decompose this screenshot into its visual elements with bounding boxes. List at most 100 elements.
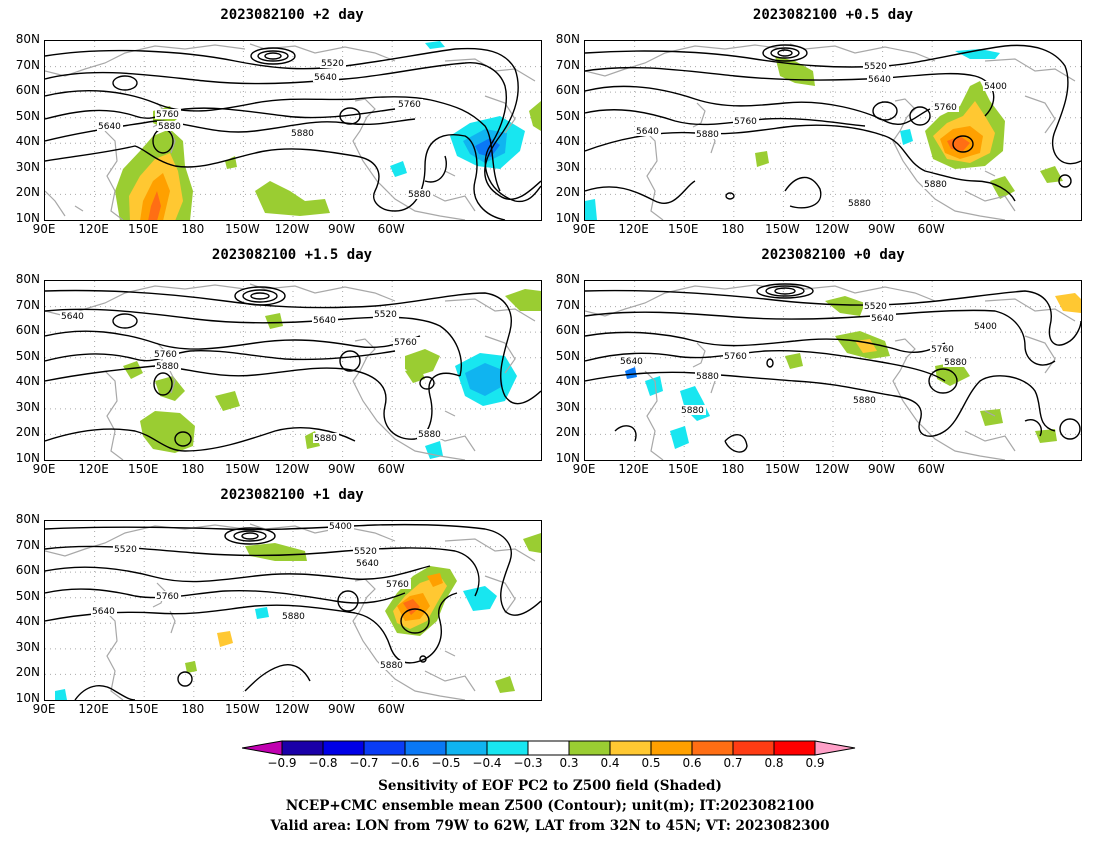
lat-tick-label: 30N: [15, 399, 40, 414]
svg-text:5760: 5760: [156, 592, 179, 602]
lat-tick-label: 30N: [555, 159, 580, 174]
map-plot: 5520 5640 5400 5640 5760 5760 5880 5880 …: [584, 280, 1082, 461]
map-svg: 5520 5640 5400 5640 5760 5760 5880 5880 …: [585, 281, 1081, 460]
svg-text:5880: 5880: [924, 180, 947, 190]
lat-tick-label: 10N: [555, 211, 580, 225]
contour-labels: 5520 5640 5400 5760 5640 5760 5880 5880 …: [635, 61, 1009, 209]
contour-labels: 5520 5640 5640 5760 5880 5760 5880 5880: [97, 58, 433, 200]
colorbar-tick-label: −0.7: [349, 756, 379, 770]
colorbar-tick-label: 0.7: [723, 756, 743, 770]
lat-tick-label: 70N: [555, 297, 580, 312]
lon-tick-label: 90E: [572, 462, 596, 476]
colorbar-segment: [650, 740, 693, 756]
lat-tick-label: 70N: [15, 537, 40, 552]
lat-tick-label: 30N: [15, 159, 40, 174]
svg-text:5520: 5520: [864, 62, 887, 72]
lat-tick-label: 20N: [555, 185, 580, 200]
colorbar-segment: [773, 740, 816, 756]
lon-tick-label: 120E: [78, 222, 109, 236]
colorbar-tick-label: 0.4: [600, 756, 620, 770]
lat-tick-label: 20N: [555, 425, 580, 440]
svg-text:5760: 5760: [398, 100, 421, 110]
colorbar-tick-label: 0.8: [764, 756, 784, 770]
colorbar-segment: [732, 740, 775, 756]
lon-tick-label: 150E: [667, 462, 699, 476]
map-svg: 5640 5640 5520 5760 5880 5760 5880 5880: [45, 281, 541, 460]
map-plot: 5520 5640 5640 5760 5880 5760 5880 5880: [44, 40, 542, 221]
lon-tick-label: 90W: [868, 222, 896, 236]
svg-text:5640: 5640: [356, 559, 379, 569]
lat-tick-label: 10N: [15, 691, 40, 705]
colorbar-extend-high: [814, 740, 856, 756]
svg-text:5520: 5520: [374, 310, 397, 320]
sensitivity-shading: [55, 533, 541, 700]
svg-text:5880: 5880: [380, 661, 403, 671]
svg-text:5880: 5880: [408, 190, 431, 200]
panel-title: 2023082100 +1 day: [220, 487, 364, 503]
lat-tick-label: 60N: [555, 323, 580, 338]
lat-tick-label: 70N: [555, 57, 580, 72]
svg-text:5880: 5880: [282, 612, 305, 622]
z500-contours: [585, 44, 1081, 209]
colorbar-tick-label: −0.5: [431, 756, 461, 770]
lat-tick-label: 30N: [15, 639, 40, 654]
lon-tick-label: 180: [181, 222, 205, 236]
colorbar-tick-label: 0.6: [682, 756, 702, 770]
svg-text:5640: 5640: [61, 312, 84, 322]
lon-tick-label: 120E: [78, 702, 109, 716]
lon-tick-label: 120W: [274, 462, 310, 476]
svg-text:5640: 5640: [313, 316, 336, 326]
lat-tick-label: 80N: [15, 32, 40, 46]
lat-tick-label: 10N: [15, 211, 40, 225]
svg-text:5880: 5880: [314, 434, 337, 444]
lon-tick-label: 180: [181, 702, 205, 716]
panel-title: 2023082100 +0 day: [761, 247, 905, 263]
svg-text:5400: 5400: [329, 522, 352, 532]
svg-text:5640: 5640: [620, 357, 643, 367]
lat-tick-label: 40N: [15, 374, 40, 389]
svg-text:5400: 5400: [984, 82, 1007, 92]
svg-text:5880: 5880: [291, 129, 314, 139]
lat-tick-label: 50N: [555, 108, 580, 123]
svg-text:5640: 5640: [314, 73, 337, 83]
svg-text:5640: 5640: [92, 607, 115, 617]
lat-tick-label: 30N: [555, 399, 580, 414]
lon-tick-label: 120E: [618, 222, 649, 236]
svg-text:5760: 5760: [734, 117, 757, 127]
lat-tick-label: 80N: [15, 512, 40, 526]
svg-text:5520: 5520: [354, 547, 377, 557]
svg-text:5760: 5760: [724, 352, 747, 362]
panel-title: 2023082100 +2 day: [220, 7, 364, 23]
z500-contours: [45, 47, 541, 220]
lat-tick-label: 40N: [15, 134, 40, 149]
map-svg: 5400 5520 5520 5640 5640 5760 5760 5880 …: [45, 521, 541, 700]
svg-text:5760: 5760: [931, 345, 954, 355]
lat-tick-label: 20N: [15, 425, 40, 440]
colorbar-segment: [404, 740, 447, 756]
lat-tick-label: 40N: [555, 374, 580, 389]
svg-text:5640: 5640: [636, 127, 659, 137]
lon-tick-label: 150W: [765, 222, 800, 236]
lat-tick-label: 80N: [555, 272, 580, 286]
colorbar-segment: [363, 740, 406, 756]
colorbar-segment: [527, 740, 570, 756]
lon-tick-label: 120W: [814, 222, 850, 236]
colorbar-segment: [609, 740, 652, 756]
svg-text:5760: 5760: [154, 350, 177, 360]
svg-text:5880: 5880: [696, 372, 719, 382]
map-svg: 5520 5640 5400 5760 5640 5760 5880 5880 …: [585, 41, 1081, 220]
colorbar-segment: [445, 740, 488, 756]
colorbar-segment: [281, 740, 324, 756]
lon-tick-label: 60W: [917, 222, 945, 236]
lat-tick-label: 50N: [15, 588, 40, 603]
svg-text:5520: 5520: [321, 59, 344, 69]
colorbar-tick-label: 0.5: [641, 756, 661, 770]
colorbar-tick-label: −0.6: [390, 756, 420, 770]
lon-tick-label: 90W: [868, 462, 896, 476]
contour-labels: 5520 5640 5400 5640 5760 5760 5880 5880 …: [619, 301, 999, 416]
lon-tick-label: 180: [181, 462, 205, 476]
lon-tick-label: 150W: [225, 222, 260, 236]
lon-tick-label: 120E: [618, 462, 649, 476]
svg-text:5880: 5880: [848, 199, 871, 209]
svg-text:5400: 5400: [974, 322, 997, 332]
